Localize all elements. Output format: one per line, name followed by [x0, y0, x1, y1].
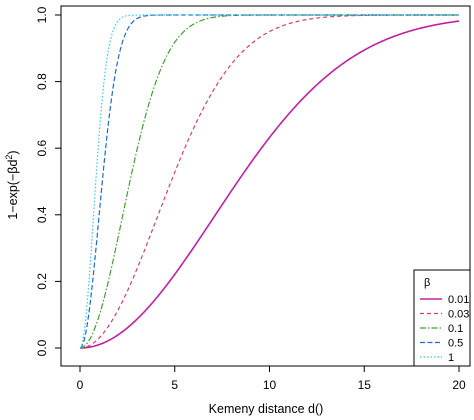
legend-label: 0.5 — [448, 338, 463, 350]
legend-box — [413, 269, 471, 367]
legend-label: 1 — [448, 352, 454, 364]
y-axis: 0.0 0.2 0.4 0.6 0.8 1.0 — [35, 6, 62, 356]
legend-label: 0.01 — [448, 294, 469, 306]
y-tick-label: 0.6 — [35, 140, 49, 157]
series-line-beta-0.03 — [79, 14, 459, 349]
series-line-beta-0.5 — [79, 14, 459, 349]
y-tick-label: 0.2 — [35, 273, 49, 290]
x-tick-label: 5 — [171, 378, 178, 392]
series-layer — [79, 14, 460, 349]
y-tick-label: 1.0 — [35, 6, 49, 23]
legend-label: 0.1 — [448, 323, 463, 335]
series-line-beta-1 — [79, 14, 459, 349]
y-tick-label: 0.4 — [35, 206, 49, 223]
legend-label: 0.03 — [448, 309, 469, 321]
series-line-beta-0.01 — [79, 20, 460, 349]
x-tick-label: 0 — [77, 378, 84, 392]
series-line-beta-0.1 — [79, 14, 459, 349]
x-tick-label: 20 — [452, 378, 466, 392]
x-axis-label: Kemeny distance d() — [209, 402, 324, 416]
y-axis-label-close: ) — [6, 150, 20, 154]
legend-title: β — [424, 277, 430, 289]
y-axis-label-main: 1−exp(−βd — [6, 160, 20, 220]
y-tick-label: 0.0 — [35, 339, 49, 356]
x-axis: 0 5 10 15 20 — [77, 365, 466, 392]
y-tick-label: 0.8 — [35, 73, 49, 90]
plot-frame — [60, 5, 471, 367]
y-axis-label: 1−exp(−βd2) — [4, 150, 20, 219]
y-axis-label-superscript: 2 — [4, 155, 14, 160]
x-tick-label: 15 — [358, 378, 372, 392]
legend-items: 0.01 0.03 0.1 0.5 1 — [420, 294, 469, 364]
legend: β 0.01 0.03 0.1 0.5 1 — [413, 269, 471, 367]
x-tick-label: 10 — [263, 378, 277, 392]
